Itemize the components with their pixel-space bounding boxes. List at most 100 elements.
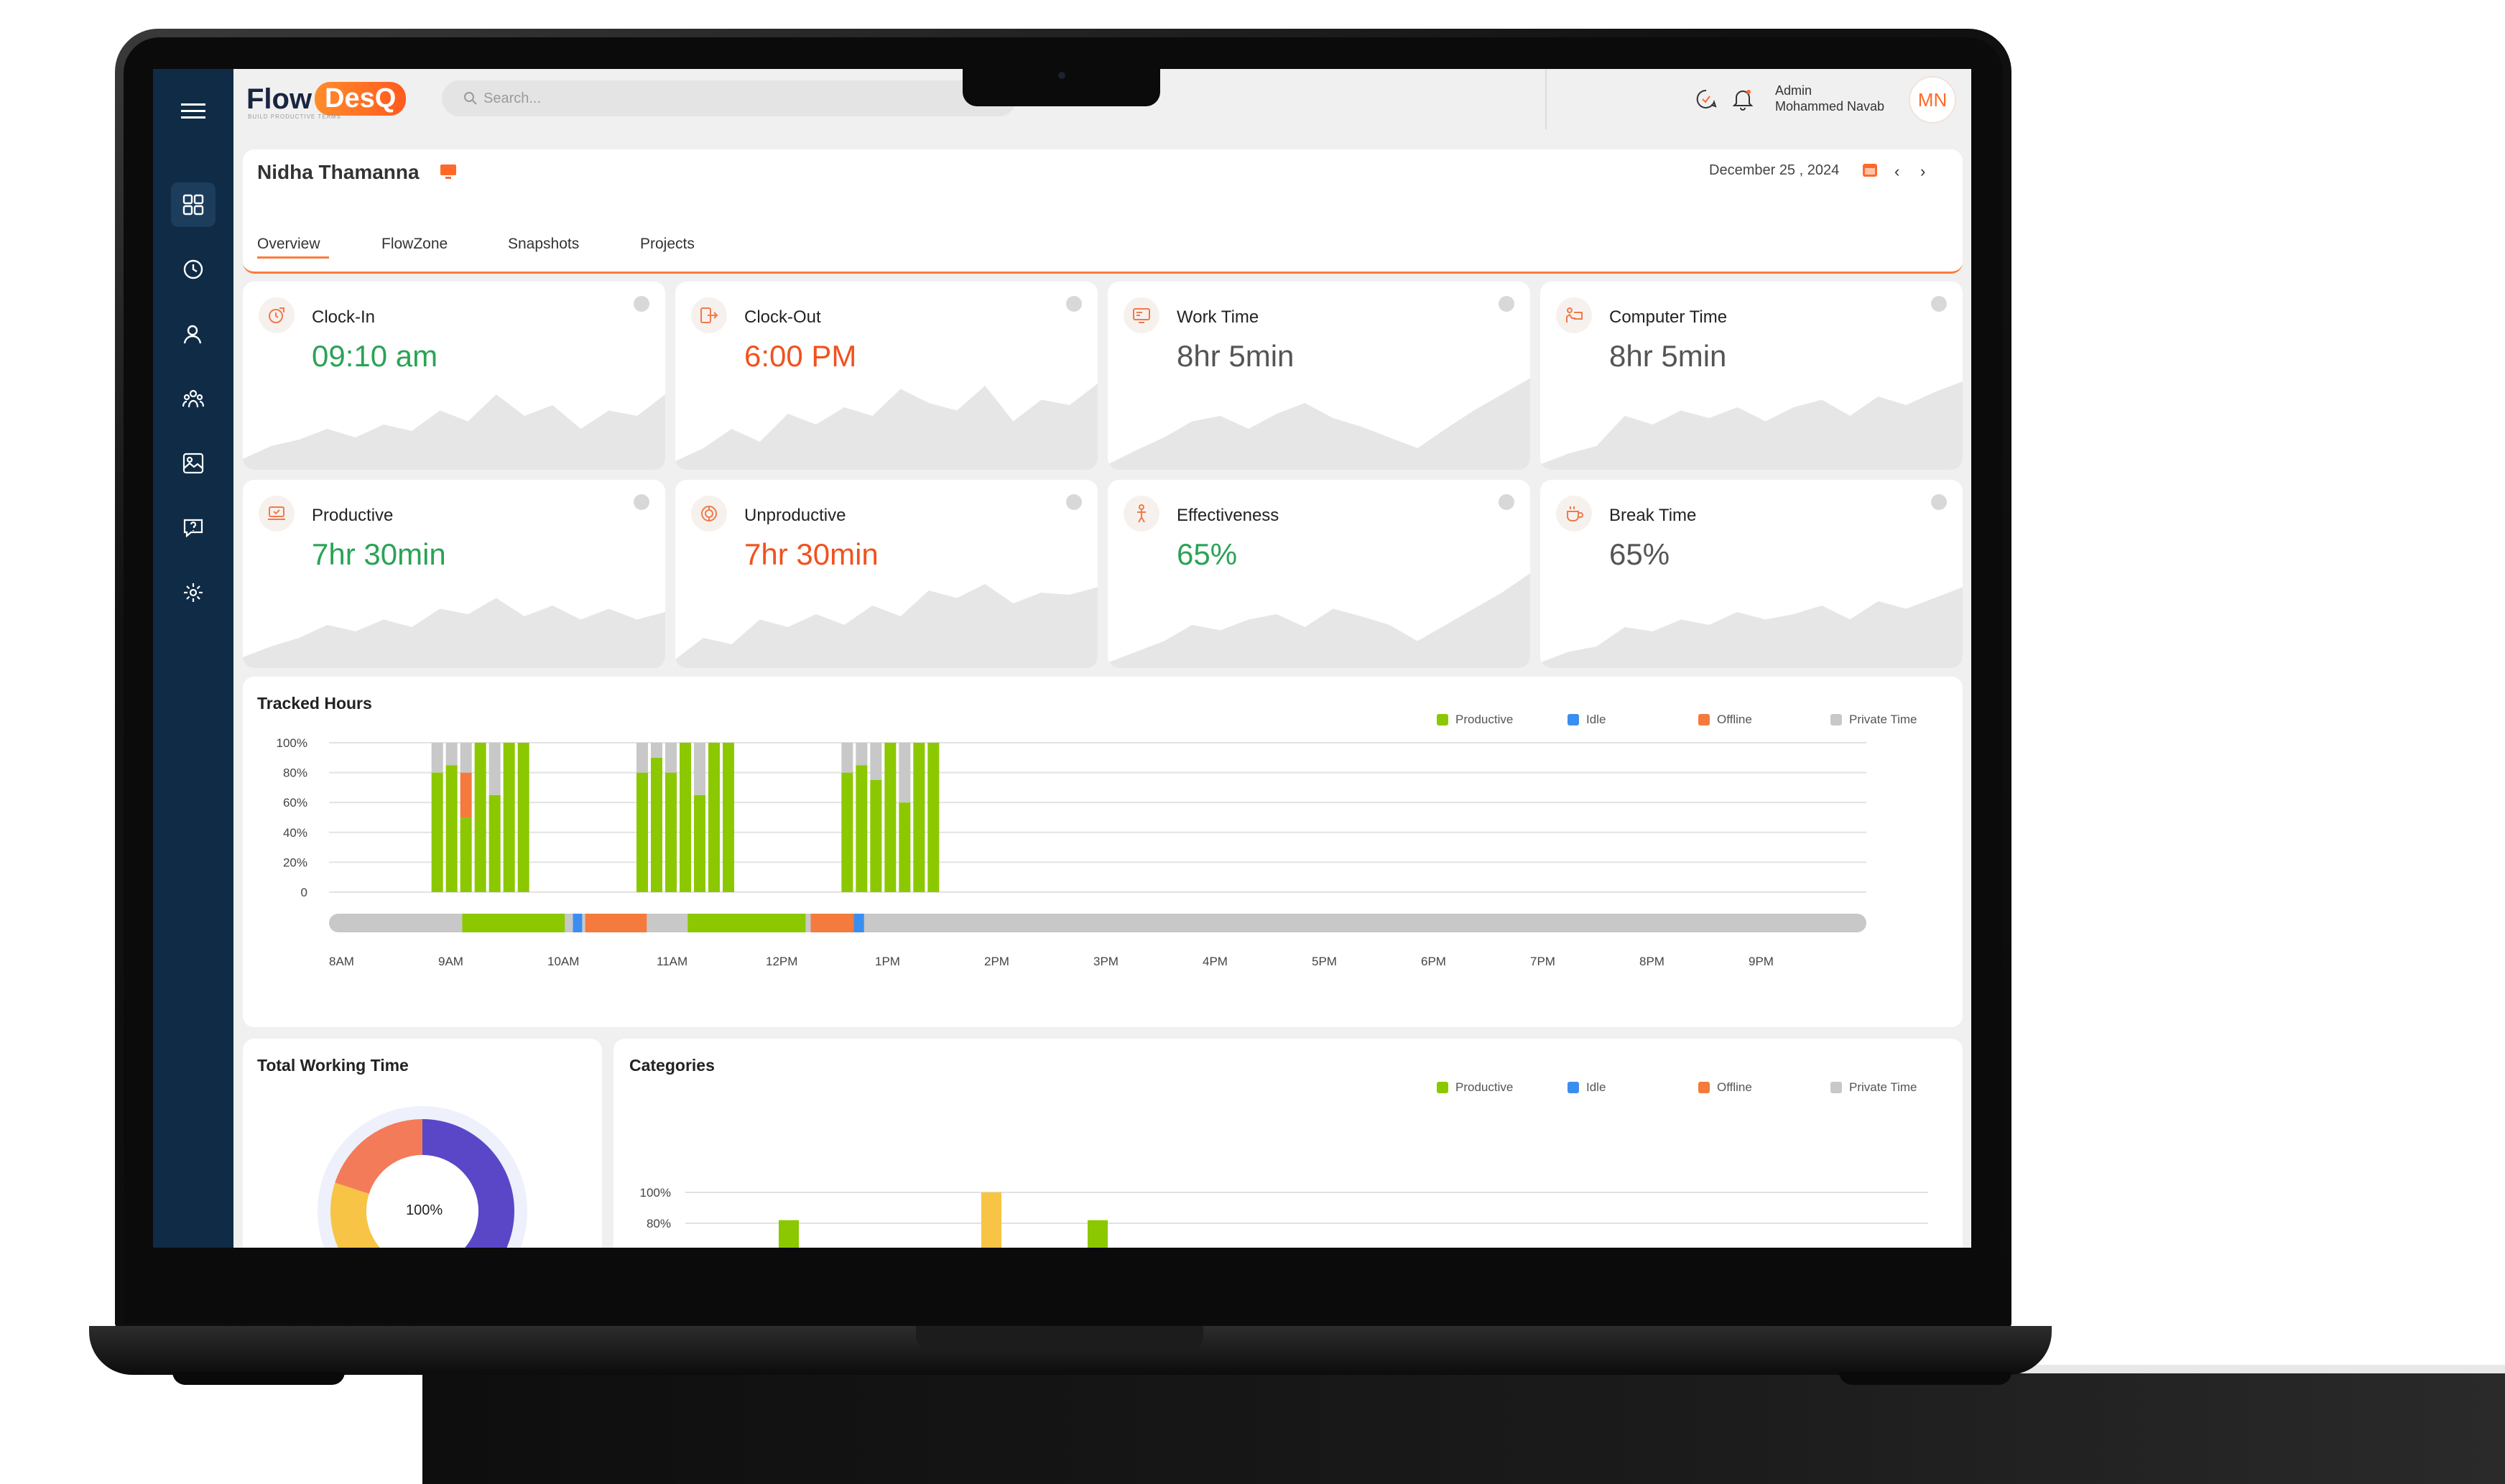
tracked-bar-productive[interactable] bbox=[856, 765, 868, 892]
help-chat-icon[interactable] bbox=[171, 506, 216, 550]
tracked-bar-productive[interactable] bbox=[899, 802, 911, 892]
selected-date[interactable]: December 25 , 2024 bbox=[1709, 162, 1840, 178]
avatar[interactable]: MN bbox=[1909, 76, 1956, 124]
info-icon[interactable] bbox=[634, 494, 649, 510]
clock-icon[interactable] bbox=[171, 247, 216, 292]
tracked-bar-productive[interactable] bbox=[489, 794, 501, 892]
dashboard-icon[interactable] bbox=[171, 182, 216, 227]
tracked-bar-productive[interactable] bbox=[708, 743, 720, 892]
sparkline-area bbox=[675, 584, 1098, 668]
tab-flowzone[interactable]: FlowZone bbox=[381, 236, 448, 252]
team-icon[interactable] bbox=[171, 376, 216, 421]
timeline-segment-idle[interactable] bbox=[573, 914, 583, 932]
info-icon[interactable] bbox=[1066, 494, 1082, 510]
settings-icon[interactable] bbox=[171, 570, 216, 615]
tracked-bar-productive[interactable] bbox=[913, 743, 925, 892]
stat-card-clock-in[interactable]: Clock-In 09:10 am bbox=[243, 282, 665, 470]
search-input[interactable] bbox=[442, 80, 1017, 116]
calendar-icon[interactable] bbox=[1861, 161, 1879, 182]
category-bar[interactable] bbox=[779, 1220, 799, 1248]
timeline-segment-offline[interactable] bbox=[810, 914, 854, 932]
tracked-bar-private[interactable] bbox=[665, 743, 677, 773]
chat-refresh-icon[interactable] bbox=[1695, 88, 1718, 114]
tracked-bar-private[interactable] bbox=[694, 743, 705, 795]
tracked-bar-productive[interactable] bbox=[431, 772, 443, 892]
tab-overview[interactable]: Overview bbox=[257, 236, 320, 252]
tracked-bar-private[interactable] bbox=[636, 743, 648, 773]
sparkline-area bbox=[1108, 573, 1530, 668]
sparkline-area bbox=[243, 394, 665, 470]
stat-card-effectiveness[interactable]: Effectiveness 65% bbox=[1108, 480, 1530, 668]
next-date-chevron-icon[interactable]: › bbox=[1920, 162, 1926, 180]
tracked-bar-productive[interactable] bbox=[460, 817, 472, 892]
tracked-bar-productive[interactable] bbox=[927, 743, 940, 892]
tracked-bar-productive[interactable] bbox=[694, 794, 705, 892]
tracked-bar-private[interactable] bbox=[856, 743, 868, 766]
tracked-bar-offline[interactable] bbox=[460, 772, 472, 817]
tracked-bar-productive[interactable] bbox=[723, 743, 734, 892]
timeline-segment-offline[interactable] bbox=[585, 914, 647, 932]
category-bar[interactable] bbox=[981, 1192, 1001, 1248]
stat-card-clock-out[interactable]: Clock-Out 6:00 PM bbox=[675, 282, 1098, 470]
tracked-bar-productive[interactable] bbox=[884, 743, 897, 892]
stat-card-productive[interactable]: Productive 7hr 30min bbox=[243, 480, 665, 668]
tracked-bar-productive[interactable] bbox=[445, 765, 458, 892]
tracked-bar-productive[interactable] bbox=[517, 743, 529, 892]
stat-card-break-time[interactable]: Break Time 65% bbox=[1540, 480, 1963, 668]
tracked-bar-productive[interactable] bbox=[636, 772, 648, 892]
tracked-bar-private[interactable] bbox=[899, 743, 911, 803]
timeline-segment-productive[interactable] bbox=[687, 914, 806, 932]
tracked-bar-private[interactable] bbox=[460, 743, 472, 773]
tracked-bar-productive[interactable] bbox=[503, 743, 515, 892]
tracked-bar-productive[interactable] bbox=[870, 780, 882, 892]
donut-slice[interactable] bbox=[335, 1119, 422, 1194]
prev-date-chevron-icon[interactable]: ‹ bbox=[1894, 162, 1900, 180]
tab-snapshots[interactable]: Snapshots bbox=[508, 236, 580, 252]
info-icon[interactable] bbox=[1931, 494, 1947, 510]
y-tick-label: 60% bbox=[283, 796, 307, 810]
stat-card-unproductive[interactable]: Unproductive 7hr 30min bbox=[675, 480, 1098, 668]
stat-value: 8hr 5min bbox=[1177, 339, 1295, 373]
sidebar bbox=[153, 69, 233, 1248]
x-tick-label: 9PM bbox=[1749, 955, 1774, 968]
x-tick-label: 5PM bbox=[1312, 955, 1337, 968]
info-icon[interactable] bbox=[634, 296, 649, 312]
app-screen: Flow DesQ BUILD PRODUCTIVE TEAMS Search.… bbox=[153, 69, 1971, 1248]
stat-card-work-time[interactable]: Work Time 8hr 5min bbox=[1108, 282, 1530, 470]
tracked-bar-private[interactable] bbox=[445, 743, 458, 766]
tracked-bar-productive[interactable] bbox=[841, 772, 853, 892]
laptop-foot-right bbox=[1839, 1372, 2011, 1385]
menu-hamburger-icon[interactable] bbox=[171, 89, 216, 134]
tracked-bar-private[interactable] bbox=[841, 743, 853, 773]
tracked-bar-productive[interactable] bbox=[680, 743, 691, 892]
info-icon[interactable] bbox=[1066, 296, 1082, 312]
tracked-bar-productive[interactable] bbox=[665, 772, 677, 892]
stat-title: Computer Time bbox=[1609, 307, 1728, 327]
tab-projects[interactable]: Projects bbox=[640, 236, 695, 252]
y-tick-label: 0 bbox=[301, 886, 307, 899]
bell-icon[interactable] bbox=[1732, 88, 1754, 114]
x-tick-label: 8PM bbox=[1639, 955, 1664, 968]
gallery-icon[interactable] bbox=[171, 441, 216, 486]
timeline-segment-productive[interactable] bbox=[462, 914, 565, 932]
stat-value: 65% bbox=[1177, 537, 1238, 571]
info-icon[interactable] bbox=[1499, 494, 1514, 510]
x-tick-label: 12PM bbox=[766, 955, 797, 968]
stat-card-computer-time[interactable]: Computer Time 8hr 5min bbox=[1540, 282, 1963, 470]
tracked-bar-productive[interactable] bbox=[474, 743, 486, 892]
tracked-bar-private[interactable] bbox=[870, 743, 882, 780]
donut-slice[interactable] bbox=[422, 1119, 514, 1248]
donut-slice[interactable] bbox=[330, 1182, 422, 1248]
tracked-bar-private[interactable] bbox=[651, 743, 662, 758]
tracked-bar-productive[interactable] bbox=[651, 757, 662, 892]
total-working-time-title: Total Working Time bbox=[257, 1056, 409, 1075]
category-bar[interactable] bbox=[1088, 1220, 1108, 1248]
logo-flow-text: Flow bbox=[246, 83, 312, 115]
info-icon[interactable] bbox=[1499, 296, 1514, 312]
stat-title: Work Time bbox=[1177, 307, 1259, 327]
tracked-bar-private[interactable] bbox=[489, 743, 501, 795]
info-icon[interactable] bbox=[1931, 296, 1947, 312]
user-icon[interactable] bbox=[171, 312, 216, 356]
tracked-bar-private[interactable] bbox=[431, 743, 443, 773]
timeline-segment-idle[interactable] bbox=[853, 914, 864, 932]
